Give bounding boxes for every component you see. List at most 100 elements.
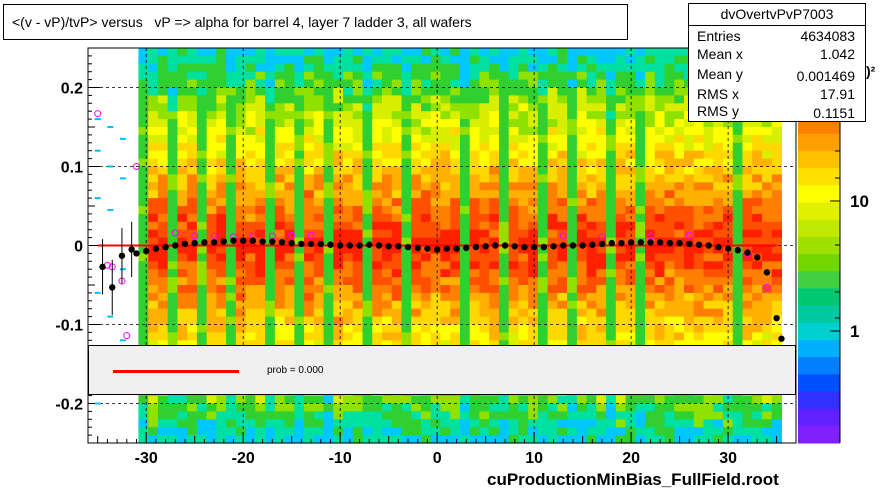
profile-magenta-point bbox=[763, 283, 771, 291]
profile-point bbox=[472, 243, 480, 251]
profile-point bbox=[424, 245, 431, 252]
profile-point bbox=[763, 269, 771, 276]
profile-point bbox=[201, 239, 208, 246]
profile-point bbox=[492, 242, 499, 249]
profile-point bbox=[385, 243, 392, 250]
stats-label: RMS x bbox=[697, 86, 739, 102]
profile-point bbox=[327, 241, 334, 248]
source-file-label: cuProductionMinBias_FullField.root bbox=[487, 470, 779, 489]
profile-point bbox=[530, 243, 538, 251]
fit-line-sample bbox=[113, 370, 239, 373]
profile-point bbox=[724, 245, 732, 252]
profile-point bbox=[744, 249, 751, 256]
profile-magenta-point bbox=[132, 163, 140, 170]
profile-magenta-point bbox=[685, 231, 693, 239]
profile-point bbox=[109, 284, 116, 291]
y-tick-label: -0.1 bbox=[55, 318, 83, 335]
profile-point bbox=[298, 240, 305, 248]
profile-point bbox=[666, 239, 674, 247]
profile-magenta-point bbox=[288, 231, 296, 239]
profile-point bbox=[676, 239, 683, 247]
profile-point bbox=[210, 239, 218, 246]
profile-point bbox=[317, 240, 324, 248]
profile-point bbox=[778, 335, 785, 342]
profile-point bbox=[220, 238, 227, 245]
stats-value: 1.042 bbox=[819, 46, 855, 62]
profile-point bbox=[705, 242, 712, 249]
profile-point bbox=[366, 241, 373, 248]
chart-title: <(v - vP)/tvP> versus vP => alpha for ba… bbox=[12, 14, 472, 30]
y-tick-label: 0 bbox=[74, 239, 83, 256]
profile-point bbox=[239, 237, 247, 244]
profile-point bbox=[463, 244, 470, 252]
y-tick-label: -0.2 bbox=[55, 397, 83, 414]
x-tick-label: 30 bbox=[719, 450, 737, 467]
x-tick-label: -30 bbox=[135, 450, 158, 467]
profile-point bbox=[404, 243, 412, 251]
profile-point bbox=[686, 240, 693, 248]
profile-point bbox=[162, 243, 169, 251]
stats-value: 0.1151 bbox=[813, 105, 855, 121]
stats-value: 0.001469 bbox=[796, 68, 855, 84]
stats-row-rms-x: RMS x 17.91 bbox=[697, 86, 855, 104]
profile-magenta-point bbox=[598, 233, 606, 241]
palette-tick-label: 1 bbox=[850, 322, 859, 341]
stats-value: 17.91 bbox=[819, 86, 855, 102]
profile-point bbox=[589, 241, 596, 248]
fit-legend-box: prob = 0.000 bbox=[88, 345, 796, 395]
stats-row-entries: Entries 4634083 bbox=[697, 28, 855, 46]
x-tick-label: 0 bbox=[433, 450, 442, 467]
profile-magenta-point bbox=[171, 229, 179, 237]
profile-magenta-point bbox=[94, 110, 102, 118]
y-tick-label: 0.2 bbox=[61, 81, 83, 98]
profile-point bbox=[627, 239, 635, 246]
stats-row-mean-x: Mean x 1.042 bbox=[697, 46, 855, 64]
stats-box: dvOvertvPvP7003 Entries 4634083 Mean x 1… bbox=[688, 3, 866, 122]
profile-point bbox=[230, 237, 237, 244]
profile-magenta-point bbox=[559, 232, 567, 240]
stats-label: Entries bbox=[697, 28, 741, 44]
profile-point bbox=[453, 245, 460, 252]
profile-point bbox=[569, 242, 577, 249]
stats-label: Mean x bbox=[697, 46, 743, 62]
x-tick-label: 20 bbox=[622, 450, 640, 467]
profile-point bbox=[433, 246, 441, 253]
profile-magenta-point bbox=[307, 231, 315, 239]
profile-point bbox=[579, 242, 586, 249]
profile-point bbox=[346, 242, 354, 249]
profile-point bbox=[375, 242, 383, 249]
profile-point bbox=[269, 238, 276, 245]
profile-point bbox=[443, 245, 451, 252]
profile-point bbox=[259, 238, 266, 245]
profile-point bbox=[511, 243, 518, 250]
profile-point bbox=[715, 243, 722, 251]
profile-point bbox=[181, 240, 189, 248]
profile-point bbox=[482, 243, 489, 250]
profile-point bbox=[647, 239, 654, 246]
profile-magenta-point bbox=[191, 232, 199, 240]
stats-label: Mean y bbox=[697, 66, 743, 82]
profile-point bbox=[118, 252, 126, 259]
x-tick-label: 10 bbox=[525, 450, 543, 467]
x-tick-label: -20 bbox=[232, 450, 255, 467]
profile-point bbox=[336, 242, 344, 249]
profile-point bbox=[734, 247, 742, 254]
profile-point bbox=[288, 239, 295, 247]
profile-point bbox=[695, 241, 703, 248]
stats-row-rms-y: RMS y 0.1151 bbox=[697, 103, 855, 121]
stats-label: RMS y bbox=[697, 103, 739, 119]
profile-point bbox=[550, 243, 557, 250]
profile-point bbox=[773, 314, 780, 322]
palette-tick-label: 10 bbox=[850, 192, 869, 211]
profile-point bbox=[99, 263, 106, 271]
stats-divider bbox=[689, 25, 865, 26]
profile-point bbox=[618, 239, 625, 247]
profile-point bbox=[142, 247, 150, 255]
stats-row-mean-y: Mean y 0.001469 bbox=[697, 66, 855, 84]
profile-point bbox=[598, 240, 606, 248]
profile-point bbox=[307, 240, 315, 248]
profile-points bbox=[94, 110, 785, 405]
profile-point bbox=[128, 246, 135, 253]
fit-probability: prob = 0.000 bbox=[267, 365, 324, 376]
title-box: <(v - vP)/tvP> versus vP => alpha for ba… bbox=[3, 4, 628, 40]
